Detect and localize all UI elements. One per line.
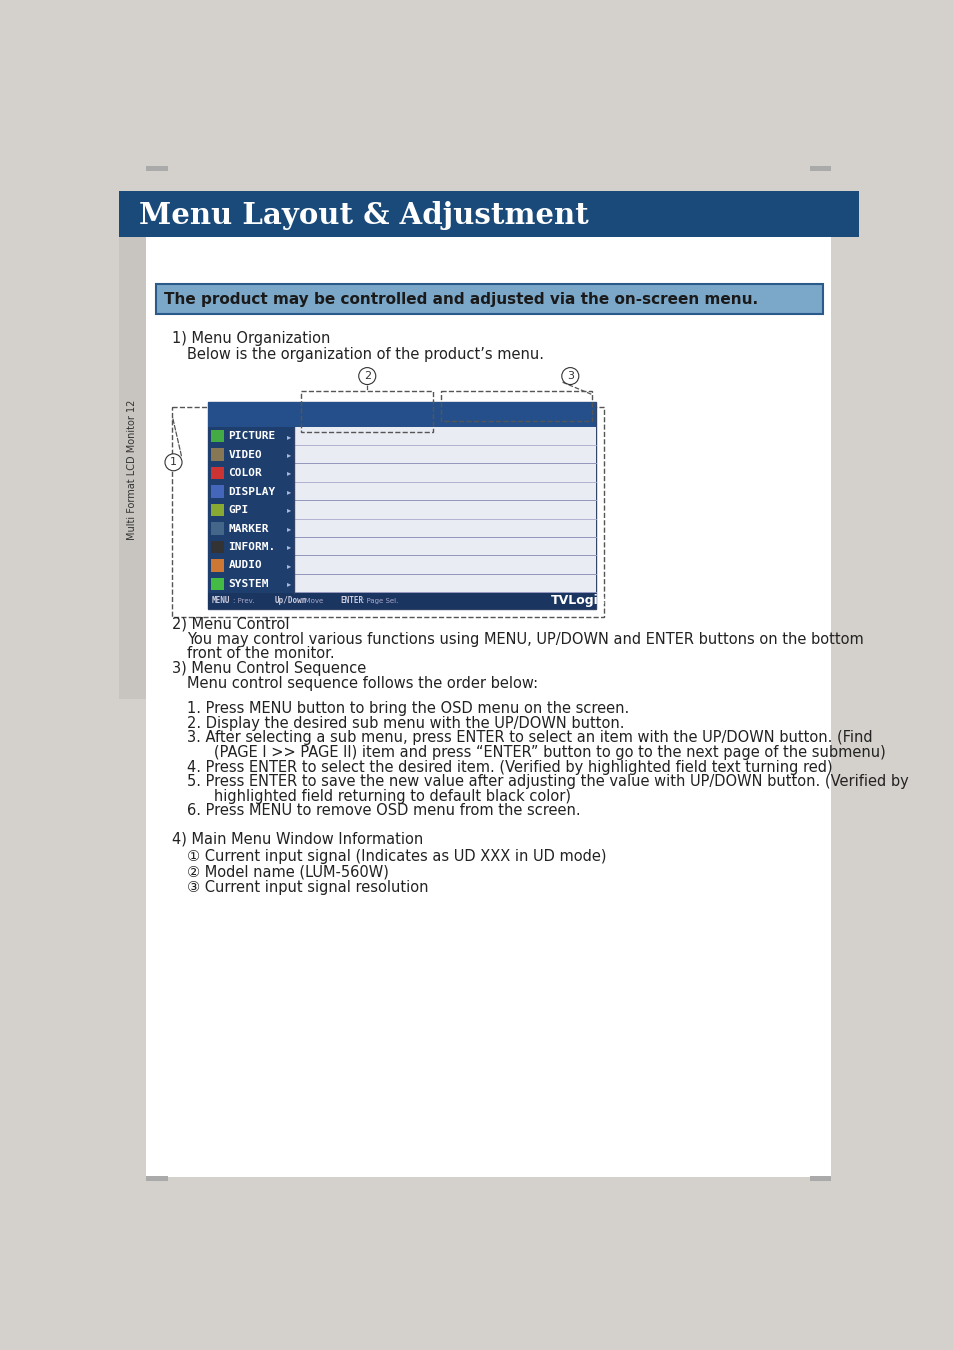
Bar	[294, 464, 596, 482]
Text: ▸: ▸	[287, 432, 291, 440]
Bar	[119, 238, 146, 699]
Text: 6. Press MENU to remove OSD menu from the screen.: 6. Press MENU to remove OSD menu from th…	[187, 803, 580, 818]
Bar	[208, 556, 294, 575]
Text: You may control various functions using MENU, UP/DOWN and ENTER buttons on the b: You may control various functions using …	[187, 632, 863, 647]
Bar	[212, 559, 224, 571]
Text: SYSTEM: SYSTEM	[229, 579, 269, 589]
Text: Below is the organization of the product’s menu.: Below is the organization of the product…	[187, 347, 544, 362]
Text: Menu control sequence follows the order below:: Menu control sequence follows the order …	[187, 676, 538, 691]
Text: 2) Menu Control: 2) Menu Control	[172, 617, 289, 632]
Bar	[294, 482, 596, 500]
Bar	[208, 464, 294, 482]
Circle shape	[165, 454, 182, 471]
Text: ▸: ▸	[287, 524, 291, 533]
Text: INFORM.: INFORM.	[229, 541, 275, 552]
Text: : Move: : Move	[299, 598, 323, 603]
Bar	[212, 467, 224, 479]
Text: ▸: ▸	[287, 450, 291, 459]
Bar	[208, 402, 596, 609]
Bar	[294, 446, 596, 463]
Bar	[208, 482, 294, 501]
Bar	[294, 520, 596, 537]
Text: ① Current input signal (Indicates as UD XXX in UD mode): ① Current input signal (Indicates as UD …	[187, 849, 606, 864]
Text: ▸: ▸	[287, 468, 291, 478]
Text: MARKER: MARKER	[229, 524, 269, 533]
Text: TVLogic: TVLogic	[550, 594, 605, 608]
Bar	[294, 575, 596, 593]
Bar	[208, 593, 596, 609]
Text: PICTURE: PICTURE	[229, 431, 275, 441]
Text: AUDIO: AUDIO	[229, 560, 262, 571]
Bar	[212, 429, 224, 443]
Text: MENU: MENU	[212, 597, 230, 605]
Bar	[809, 166, 831, 171]
Text: 3) Menu Control Sequence: 3) Menu Control Sequence	[172, 662, 366, 676]
Bar	[212, 448, 224, 460]
Text: 2: 2	[363, 371, 371, 381]
Bar	[146, 166, 168, 171]
Bar	[294, 427, 596, 444]
Bar	[208, 520, 294, 537]
Bar	[208, 537, 294, 556]
Text: Multi Format LCD Monitor 12: Multi Format LCD Monitor 12	[128, 400, 137, 540]
Text: ▸: ▸	[287, 579, 291, 589]
Bar	[156, 284, 822, 315]
Bar	[208, 427, 294, 446]
Bar	[208, 402, 596, 427]
Text: highlighted field returning to default black color): highlighted field returning to default b…	[199, 788, 570, 803]
Text: GPI: GPI	[229, 505, 249, 516]
Text: : Prev.: : Prev.	[233, 598, 254, 603]
Text: Up/Down: Up/Down	[274, 597, 306, 605]
Bar	[440, 390, 592, 421]
Bar	[212, 578, 224, 590]
Bar	[212, 486, 224, 498]
Text: ▸: ▸	[287, 505, 291, 514]
Text: 1. Press MENU button to bring the OSD menu on the screen.: 1. Press MENU button to bring the OSD me…	[187, 701, 629, 716]
Text: DISPLAY: DISPLAY	[229, 486, 275, 497]
Bar	[156, 284, 822, 315]
Bar	[294, 537, 596, 555]
Text: 1: 1	[170, 458, 177, 467]
Bar	[119, 192, 858, 238]
Bar	[172, 406, 603, 617]
Text: The product may be controlled and adjusted via the on-screen menu.: The product may be controlled and adjust…	[164, 292, 758, 306]
Text: : Page Sel.: : Page Sel.	[361, 598, 397, 603]
Bar	[301, 390, 433, 432]
Bar	[208, 575, 294, 593]
Circle shape	[561, 367, 578, 385]
Text: 4. Press ENTER to select the desired item. (Verified by highlighted field text t: 4. Press ENTER to select the desired ite…	[187, 760, 832, 775]
Text: 3: 3	[566, 371, 573, 381]
Text: VIDEO: VIDEO	[229, 450, 262, 459]
Bar	[809, 1176, 831, 1181]
Bar	[146, 1176, 168, 1181]
Bar	[294, 556, 596, 574]
Text: 5. Press ENTER to save the new value after adjusting the value with UP/DOWN butt: 5. Press ENTER to save the new value aft…	[187, 774, 908, 790]
Bar	[208, 501, 294, 520]
Bar	[212, 522, 224, 535]
Bar	[208, 446, 294, 464]
Text: ▸: ▸	[287, 487, 291, 495]
Text: ▸: ▸	[287, 543, 291, 552]
Text: ENTER: ENTER	[340, 597, 363, 605]
Text: 1) Menu Organization: 1) Menu Organization	[172, 331, 330, 347]
Circle shape	[358, 367, 375, 385]
Bar	[212, 541, 224, 554]
Text: front of the monitor.: front of the monitor.	[187, 645, 335, 660]
Text: COLOR: COLOR	[229, 468, 262, 478]
Text: ▸: ▸	[287, 562, 291, 570]
Bar	[294, 501, 596, 518]
Text: 3. After selecting a sub menu, press ENTER to select an item with the UP/DOWN bu: 3. After selecting a sub menu, press ENT…	[187, 730, 872, 745]
Text: ③ Current input signal resolution: ③ Current input signal resolution	[187, 880, 429, 895]
Bar	[212, 504, 224, 516]
Text: 4) Main Menu Window Information: 4) Main Menu Window Information	[172, 832, 423, 846]
Text: Menu Layout & Adjustment: Menu Layout & Adjustment	[138, 201, 588, 231]
Text: ② Model name (LUM-560W): ② Model name (LUM-560W)	[187, 864, 389, 879]
Text: 2. Display the desired sub menu with the UP/DOWN button.: 2. Display the desired sub menu with the…	[187, 716, 624, 730]
Text: (PAGE I >> PAGE II) item and press “ENTER” button to go to the next page of the : (PAGE I >> PAGE II) item and press “ENTE…	[199, 745, 884, 760]
